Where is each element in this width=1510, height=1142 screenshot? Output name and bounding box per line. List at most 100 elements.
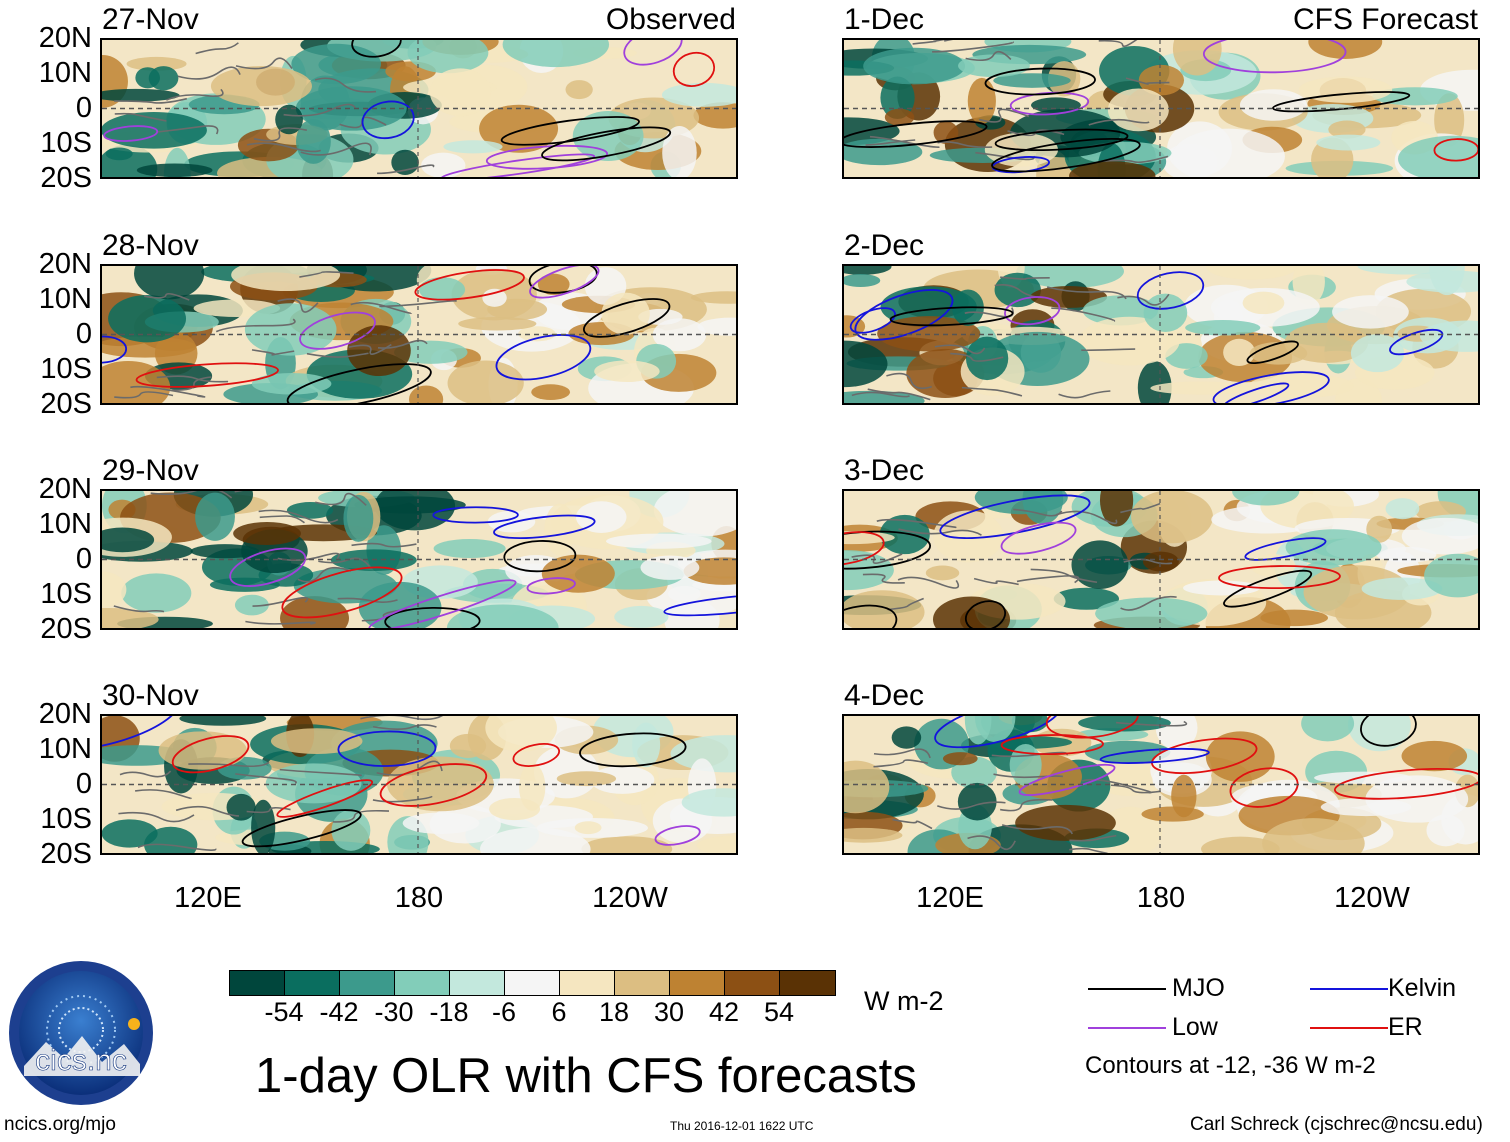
olr-anomaly-blob	[537, 273, 570, 296]
olr-anomaly-blob	[1434, 93, 1465, 147]
olr-anomaly-blob	[662, 125, 697, 177]
map-panel-28-nov	[100, 264, 738, 405]
olr-anomaly-blob	[965, 336, 1009, 381]
wave-contour	[103, 125, 159, 142]
olr-anomaly-blob	[347, 325, 411, 377]
map-panel-4-dec	[842, 714, 1480, 855]
olr-anomaly-blob	[1426, 814, 1465, 847]
coastline	[337, 597, 398, 603]
olr-anomaly-blob	[433, 538, 506, 559]
coastline	[876, 518, 957, 529]
date-label: 30-Nov	[102, 679, 199, 712]
olr-anomaly-blob	[1143, 293, 1188, 332]
colorbar-swatch-4	[450, 971, 505, 995]
olr-anomaly-blob	[331, 809, 371, 851]
wave-contour	[1389, 328, 1444, 356]
olr-anomaly-blob	[565, 80, 593, 100]
olr-anomaly-blob	[1016, 266, 1124, 289]
coastline	[1101, 155, 1169, 164]
date-label: 29-Nov	[102, 454, 199, 487]
olr-anomaly-blob	[601, 292, 650, 335]
olr-anomaly-blob	[884, 108, 915, 126]
lon-label-obs: 120E	[174, 882, 242, 914]
cics-logo: cics.nc	[9, 961, 153, 1105]
olr-anomaly-blob	[102, 607, 159, 628]
olr-anomaly-blob	[195, 492, 235, 541]
olr-anomaly-blob	[102, 111, 207, 149]
olr-anomaly-blob	[661, 82, 736, 107]
coastline	[869, 135, 940, 148]
coastline	[1030, 568, 1098, 584]
olr-anomaly-blob	[190, 544, 260, 559]
wave-contour	[526, 577, 576, 595]
olr-anomaly-blob	[880, 76, 915, 120]
olr-anomaly-blob	[1185, 319, 1261, 336]
footer-url[interactable]: ncics.org/mjo	[4, 1114, 116, 1135]
olr-anomaly-blob	[126, 56, 187, 71]
legend-label-mjo: MJO	[1172, 974, 1225, 1002]
coastline	[1116, 720, 1188, 727]
wave-contour	[495, 334, 592, 381]
legend-label-kelvin: Kelvin	[1388, 974, 1457, 1002]
date-label: 28-Nov	[102, 229, 199, 262]
coastline	[299, 271, 354, 278]
coastline	[258, 509, 339, 524]
wave-contour	[984, 67, 1096, 96]
coastline	[246, 806, 291, 814]
olr-anomaly-blob	[640, 555, 700, 580]
wave-contour	[1246, 340, 1299, 365]
wave-contour	[844, 120, 988, 148]
wave-contour	[1212, 371, 1330, 403]
coastline	[1000, 276, 1050, 280]
wave-contour	[583, 298, 671, 338]
coastline	[372, 724, 437, 730]
olr-anomaly-blob	[485, 716, 557, 752]
olr-anomaly-blob	[606, 533, 712, 549]
wave-contour	[1018, 763, 1116, 796]
olr-anomaly-blob	[1053, 587, 1120, 610]
olr-anomaly-blob	[1137, 361, 1172, 403]
coastline	[1110, 784, 1161, 794]
wave-contour	[1360, 716, 1417, 747]
wave-contour	[384, 606, 481, 628]
olr-anomaly-blob	[1205, 266, 1297, 280]
coastline	[247, 142, 321, 153]
coastline	[377, 164, 435, 175]
coastline	[372, 795, 433, 803]
olr-anomaly-blob	[358, 581, 442, 628]
olr-anomaly-blob	[443, 140, 503, 154]
olr-anomaly-blob	[1260, 609, 1329, 627]
olr-anomaly-blob	[1348, 716, 1411, 752]
olr-anomaly-blob	[429, 68, 491, 117]
map-panel-30-nov	[100, 714, 738, 855]
wave-contour	[1000, 521, 1077, 555]
olr-anomaly-blob	[572, 111, 644, 162]
coastline	[351, 542, 417, 548]
coastline	[253, 127, 308, 142]
wave-contour	[1045, 716, 1139, 739]
olr-anomaly-blob	[1239, 89, 1307, 121]
wave-contour	[500, 116, 640, 146]
olr-colorbar	[229, 970, 836, 996]
olr-anomaly-blob	[1242, 291, 1285, 315]
olr-anomaly-blob	[844, 590, 925, 628]
coastline	[114, 97, 188, 104]
olr-anomaly-blob	[964, 716, 992, 745]
coastline	[912, 40, 947, 45]
coastline	[245, 620, 316, 625]
coastline	[1013, 508, 1063, 517]
map-panel-1-dec	[842, 38, 1480, 179]
olr-anomaly-blob	[575, 501, 627, 533]
wave-contour	[485, 144, 609, 170]
coastline	[1117, 293, 1170, 306]
lon-label-obs: 180	[394, 882, 444, 914]
coastline	[932, 41, 1014, 53]
olr-anomaly-blob	[502, 40, 610, 68]
olr-anomaly-blob	[519, 763, 546, 811]
date-label: 2-Dec	[844, 229, 925, 262]
olr-anomaly-blob	[421, 152, 466, 177]
wave-contour	[1136, 271, 1205, 310]
coastline	[892, 818, 933, 830]
coastline	[195, 42, 239, 55]
olr-anomaly-blob	[343, 494, 374, 542]
